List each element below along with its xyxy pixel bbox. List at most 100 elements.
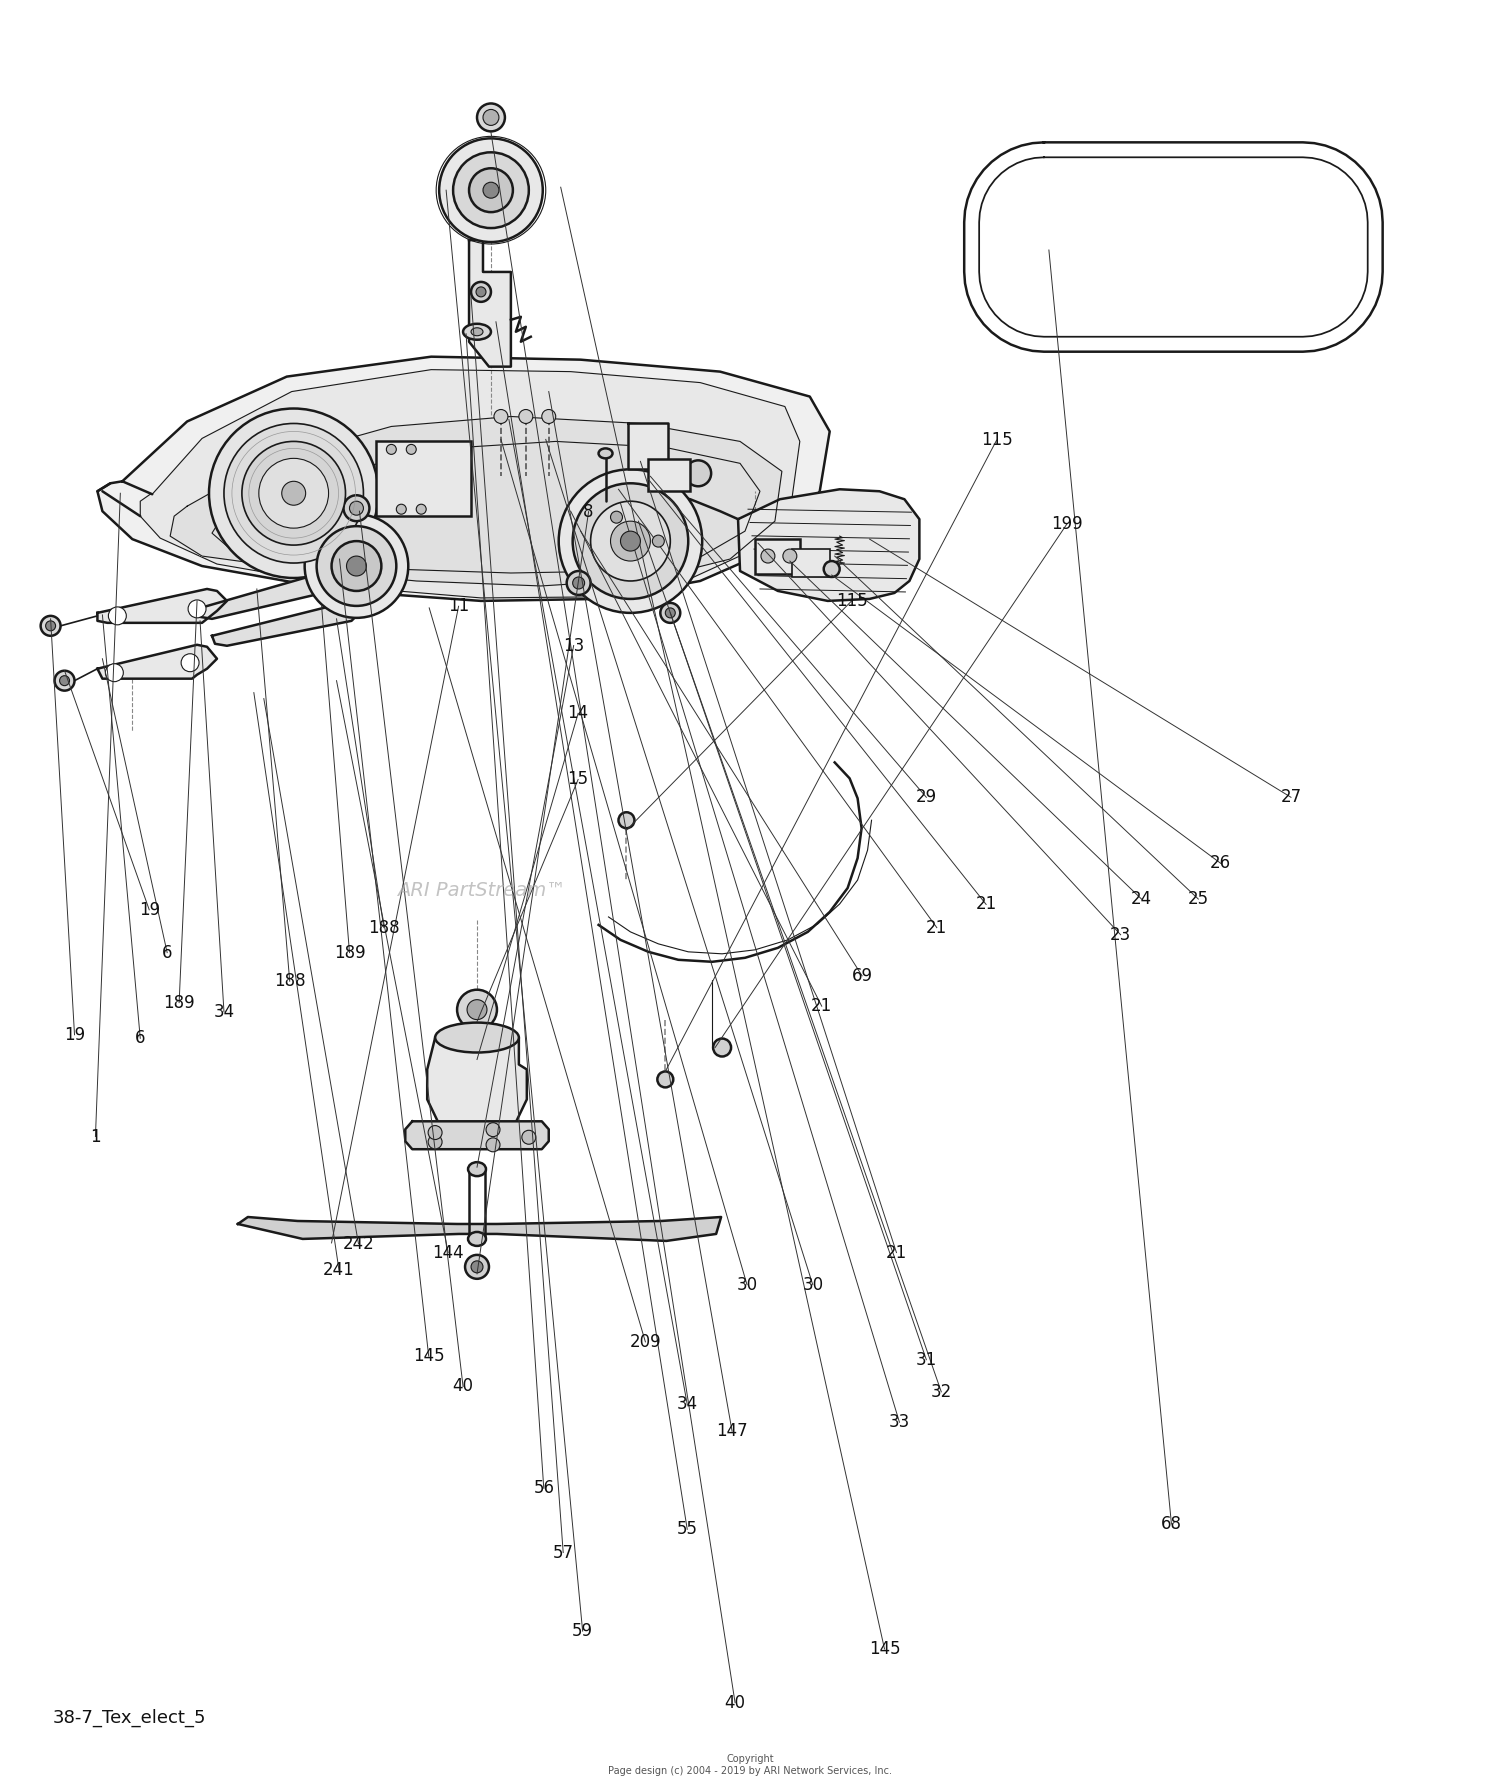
Circle shape [45, 621, 56, 630]
Polygon shape [470, 240, 512, 367]
Circle shape [573, 484, 688, 598]
Circle shape [686, 460, 711, 487]
Circle shape [657, 1071, 674, 1087]
Bar [754, 539, 800, 573]
Text: 21: 21 [886, 1243, 908, 1261]
Circle shape [350, 501, 363, 516]
Circle shape [242, 441, 345, 544]
Circle shape [188, 600, 206, 618]
Polygon shape [238, 1218, 722, 1241]
Circle shape [105, 664, 123, 682]
Text: 25: 25 [1188, 890, 1209, 908]
Circle shape [316, 527, 396, 605]
Text: Copyright
Page design (c) 2004 - 2019 by ARI Network Services, Inc.: Copyright Page design (c) 2004 - 2019 by… [608, 1755, 892, 1777]
Text: 30: 30 [802, 1275, 824, 1293]
Ellipse shape [435, 1023, 519, 1053]
Polygon shape [170, 417, 782, 586]
Circle shape [470, 168, 513, 211]
Circle shape [427, 1125, 442, 1139]
Circle shape [652, 536, 664, 546]
Text: 241: 241 [322, 1261, 356, 1279]
Circle shape [522, 1130, 536, 1144]
Circle shape [182, 654, 200, 672]
Circle shape [824, 561, 840, 577]
Circle shape [346, 555, 366, 577]
Circle shape [406, 444, 416, 455]
Circle shape [610, 510, 622, 523]
Circle shape [224, 423, 363, 562]
Text: 19: 19 [138, 901, 160, 919]
Circle shape [344, 496, 369, 521]
Circle shape [260, 458, 328, 528]
Circle shape [108, 607, 126, 625]
Ellipse shape [468, 1232, 486, 1247]
Polygon shape [141, 369, 800, 598]
Ellipse shape [598, 448, 612, 458]
Circle shape [471, 1261, 483, 1273]
Text: 27: 27 [1281, 788, 1302, 806]
Text: 68: 68 [1161, 1515, 1182, 1533]
Text: 145: 145 [868, 1641, 900, 1658]
Text: 55: 55 [676, 1521, 698, 1538]
Bar [648, 458, 690, 491]
Text: ARI PartStream™: ARI PartStream™ [396, 881, 566, 899]
Circle shape [712, 1039, 730, 1057]
Text: 40: 40 [453, 1377, 474, 1395]
Circle shape [591, 501, 670, 580]
Circle shape [542, 410, 555, 423]
Circle shape [458, 990, 497, 1030]
Circle shape [477, 104, 506, 131]
Text: 32: 32 [930, 1383, 952, 1401]
Bar [792, 550, 830, 577]
Circle shape [427, 1135, 442, 1148]
Polygon shape [98, 645, 218, 679]
Circle shape [660, 604, 681, 623]
Polygon shape [211, 604, 362, 647]
Circle shape [387, 444, 396, 455]
Circle shape [304, 514, 408, 618]
Text: 21: 21 [926, 919, 948, 937]
Polygon shape [628, 423, 669, 469]
Circle shape [519, 410, 532, 423]
Text: 21: 21 [812, 998, 832, 1015]
Bar [376, 441, 471, 516]
Text: 57: 57 [552, 1544, 573, 1562]
Polygon shape [98, 356, 830, 602]
Circle shape [558, 469, 702, 613]
Circle shape [621, 532, 640, 552]
Polygon shape [427, 1037, 526, 1125]
Circle shape [54, 670, 75, 691]
Text: 14: 14 [567, 704, 588, 722]
Circle shape [483, 109, 500, 125]
Text: 40: 40 [724, 1694, 746, 1712]
Text: 13: 13 [562, 636, 585, 654]
Circle shape [567, 571, 591, 595]
Ellipse shape [468, 1162, 486, 1177]
Polygon shape [196, 573, 342, 620]
Text: 24: 24 [1131, 890, 1152, 908]
Text: 34: 34 [213, 1003, 234, 1021]
Text: 6: 6 [162, 944, 172, 962]
Text: 15: 15 [567, 770, 588, 788]
Circle shape [476, 287, 486, 297]
Circle shape [396, 505, 406, 514]
Circle shape [209, 408, 378, 578]
Text: 115: 115 [836, 591, 867, 611]
Text: 21: 21 [975, 896, 996, 913]
Text: 59: 59 [572, 1623, 592, 1641]
Text: 69: 69 [852, 967, 873, 985]
Text: 199: 199 [1052, 516, 1083, 534]
Polygon shape [405, 1121, 549, 1150]
Circle shape [471, 281, 490, 303]
Circle shape [453, 152, 530, 227]
Text: 31: 31 [915, 1350, 938, 1368]
Circle shape [466, 999, 488, 1019]
Text: 6: 6 [135, 1030, 146, 1048]
Polygon shape [98, 589, 226, 623]
Circle shape [483, 183, 500, 199]
Text: 115: 115 [981, 432, 1012, 450]
Text: 147: 147 [717, 1422, 748, 1440]
Circle shape [783, 550, 796, 562]
Circle shape [618, 813, 634, 827]
Circle shape [494, 410, 508, 423]
